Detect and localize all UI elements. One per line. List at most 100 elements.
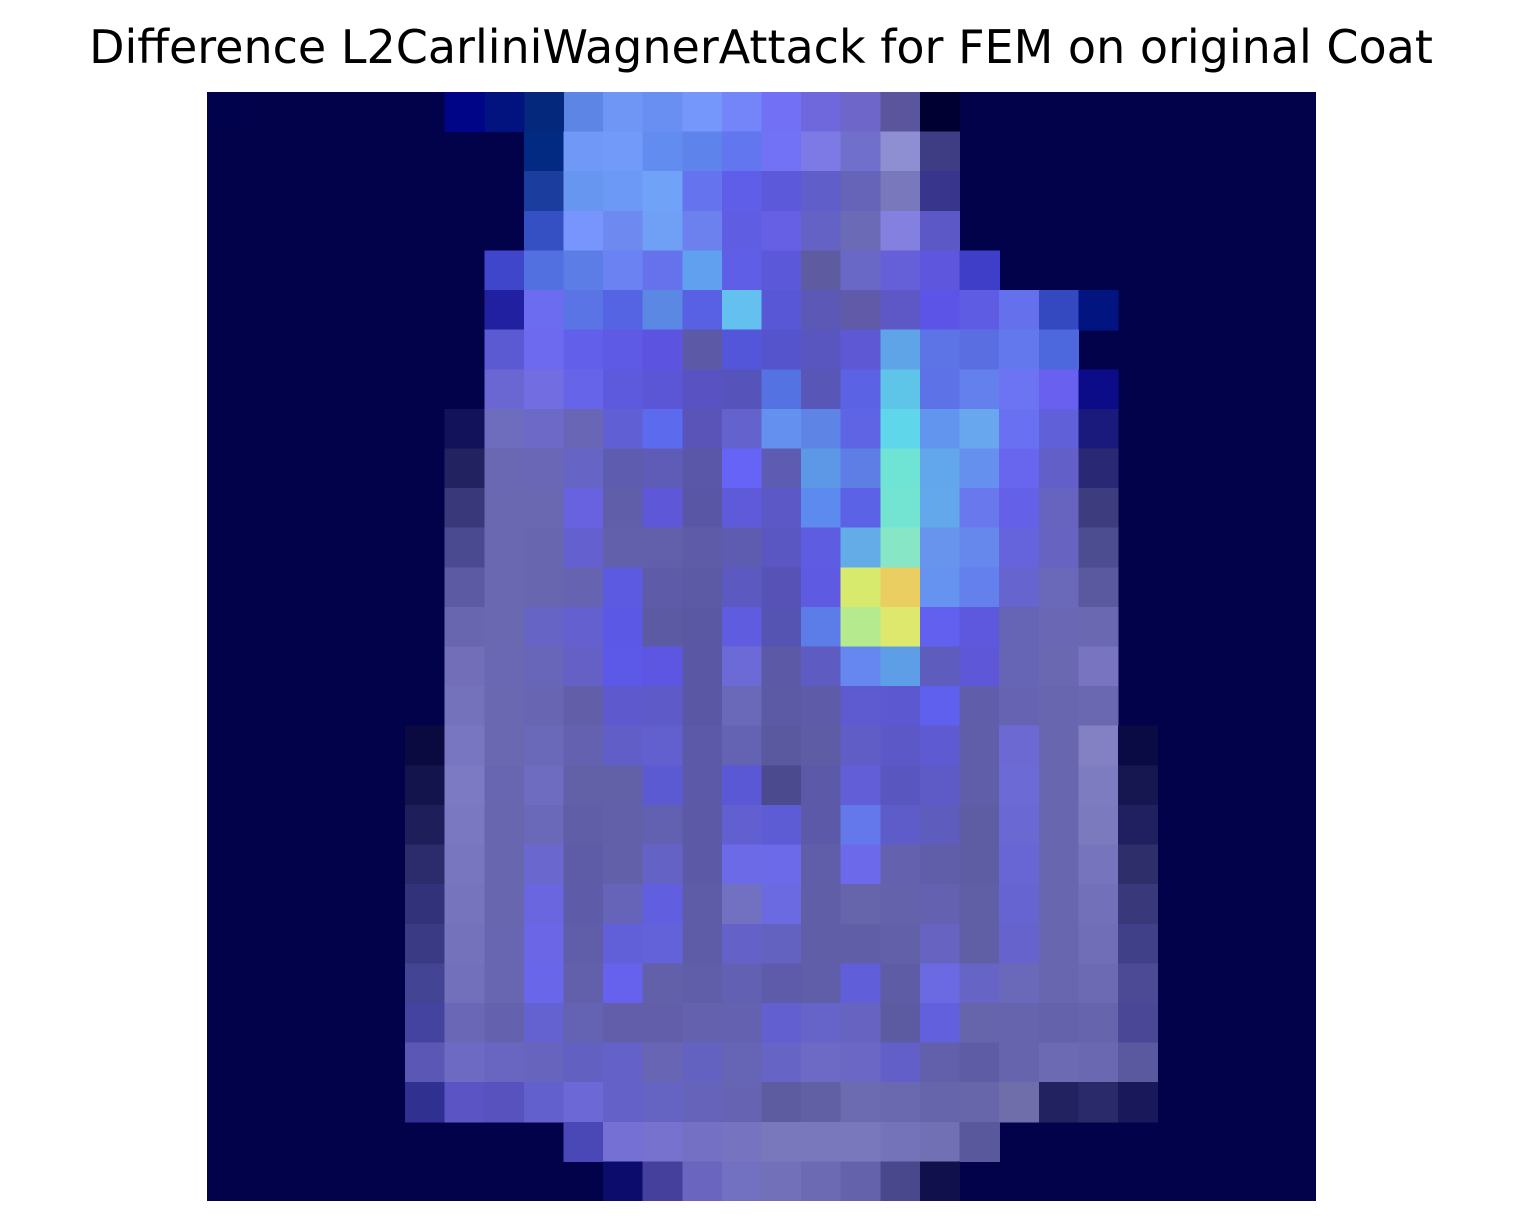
heatmap-cell xyxy=(801,329,842,370)
heatmap-cell xyxy=(761,1042,802,1083)
heatmap-cell xyxy=(1078,725,1119,766)
heatmap-cell xyxy=(1038,567,1079,608)
heatmap-cell xyxy=(523,765,565,806)
heatmap-cell xyxy=(801,1161,842,1201)
heatmap-cell xyxy=(761,1121,802,1162)
heatmap-cell xyxy=(642,131,683,172)
heatmap-cell xyxy=(1038,963,1079,1004)
heatmap-cell xyxy=(959,527,1000,568)
heatmap-cell xyxy=(523,488,565,529)
heatmap-cell xyxy=(523,369,565,410)
heatmap-cell xyxy=(761,329,802,370)
heatmap-cell xyxy=(682,1002,723,1044)
heatmap-cell xyxy=(1078,686,1119,727)
heatmap-cell xyxy=(484,527,525,568)
heatmap-cell xyxy=(761,92,802,133)
heatmap-cell xyxy=(642,290,683,331)
heatmap-cell xyxy=(761,567,802,608)
heatmap-cell xyxy=(959,884,1000,925)
heatmap-cell xyxy=(603,606,644,648)
heatmap-cell xyxy=(840,1082,881,1123)
heatmap-cell xyxy=(682,131,723,172)
heatmap-cell xyxy=(721,527,763,568)
heatmap-cell xyxy=(919,448,961,489)
heatmap-cell xyxy=(523,1002,565,1044)
heatmap-cell xyxy=(603,171,644,212)
heatmap-cell xyxy=(959,804,1000,846)
heatmap-cell xyxy=(840,448,881,489)
heatmap-cell xyxy=(999,923,1040,964)
heatmap-cell xyxy=(801,1082,842,1123)
heatmap-cell xyxy=(642,686,683,727)
heatmap-cell xyxy=(999,884,1040,925)
heatmap-cell xyxy=(1038,804,1079,846)
heatmap-cell xyxy=(642,725,683,766)
heatmap-cell xyxy=(761,1002,802,1044)
heatmap-cell xyxy=(642,1082,683,1123)
heatmap-cell xyxy=(682,686,723,727)
heatmap-cell xyxy=(801,527,842,568)
heatmap-cell xyxy=(405,765,446,806)
heatmap-cell xyxy=(523,250,565,291)
heatmap-cell xyxy=(682,448,723,489)
heatmap-cell xyxy=(721,92,763,133)
heatmap-cell xyxy=(444,844,485,885)
heatmap-cell xyxy=(840,250,881,291)
heatmap-cell xyxy=(721,844,763,885)
heatmap-cell xyxy=(999,1002,1040,1044)
chart-title: Difference L2CarliniWagnerAttack for FEM… xyxy=(89,20,1433,74)
heatmap-cell xyxy=(603,963,644,1004)
heatmap-cell xyxy=(801,567,842,608)
heatmap-cell xyxy=(523,725,565,766)
heatmap-cell xyxy=(840,92,881,133)
heatmap-cell xyxy=(523,171,565,212)
heatmap-cell xyxy=(1038,884,1079,925)
heatmap-cell xyxy=(919,408,961,450)
heatmap-cell xyxy=(563,369,604,410)
heatmap-cell xyxy=(642,1121,683,1162)
heatmap-cell xyxy=(1078,606,1119,648)
heatmap-cell xyxy=(484,844,525,885)
heatmap-cell xyxy=(721,884,763,925)
heatmap-cell xyxy=(761,448,802,489)
heatmap-cell xyxy=(840,567,881,608)
heatmap-cell xyxy=(523,963,565,1004)
heatmap-cell xyxy=(603,408,644,450)
heatmap-cell xyxy=(1038,1042,1079,1083)
heatmap-cell xyxy=(761,408,802,450)
heatmap-cells xyxy=(207,92,1159,1201)
heatmap-cell xyxy=(761,250,802,291)
heatmap-cell xyxy=(603,250,644,291)
heatmap-cell xyxy=(642,1042,683,1083)
heatmap-cell xyxy=(999,369,1040,410)
heatmap-cell xyxy=(1038,646,1079,687)
heatmap-cell xyxy=(484,1042,525,1083)
heatmap-cell xyxy=(682,725,723,766)
heatmap-cell xyxy=(1038,725,1079,766)
heatmap-cell xyxy=(603,1082,644,1123)
heatmap-cell xyxy=(801,606,842,648)
heatmap-cell xyxy=(523,1082,565,1123)
heatmap-cell xyxy=(1038,844,1079,885)
heatmap-cell xyxy=(919,210,961,252)
heatmap-cell xyxy=(959,686,1000,727)
heatmap-cell xyxy=(603,290,644,331)
heatmap-cell xyxy=(999,448,1040,489)
heatmap-cell xyxy=(682,606,723,648)
heatmap-cell xyxy=(444,963,485,1004)
heatmap-cell xyxy=(1117,765,1159,806)
heatmap-cell xyxy=(563,725,604,766)
heatmap-cell xyxy=(959,1121,1000,1162)
heatmap-cell xyxy=(682,765,723,806)
heatmap-cell xyxy=(840,131,881,172)
heatmap-cell xyxy=(801,1121,842,1162)
heatmap-cell xyxy=(999,646,1040,687)
heatmap-cell xyxy=(563,844,604,885)
heatmap-cell xyxy=(642,844,683,885)
heatmap-cell xyxy=(840,1121,881,1162)
heatmap-cell xyxy=(642,804,683,846)
heatmap-cell xyxy=(603,804,644,846)
heatmap-cell xyxy=(801,408,842,450)
heatmap-cell xyxy=(999,527,1040,568)
heatmap-cell xyxy=(523,884,565,925)
